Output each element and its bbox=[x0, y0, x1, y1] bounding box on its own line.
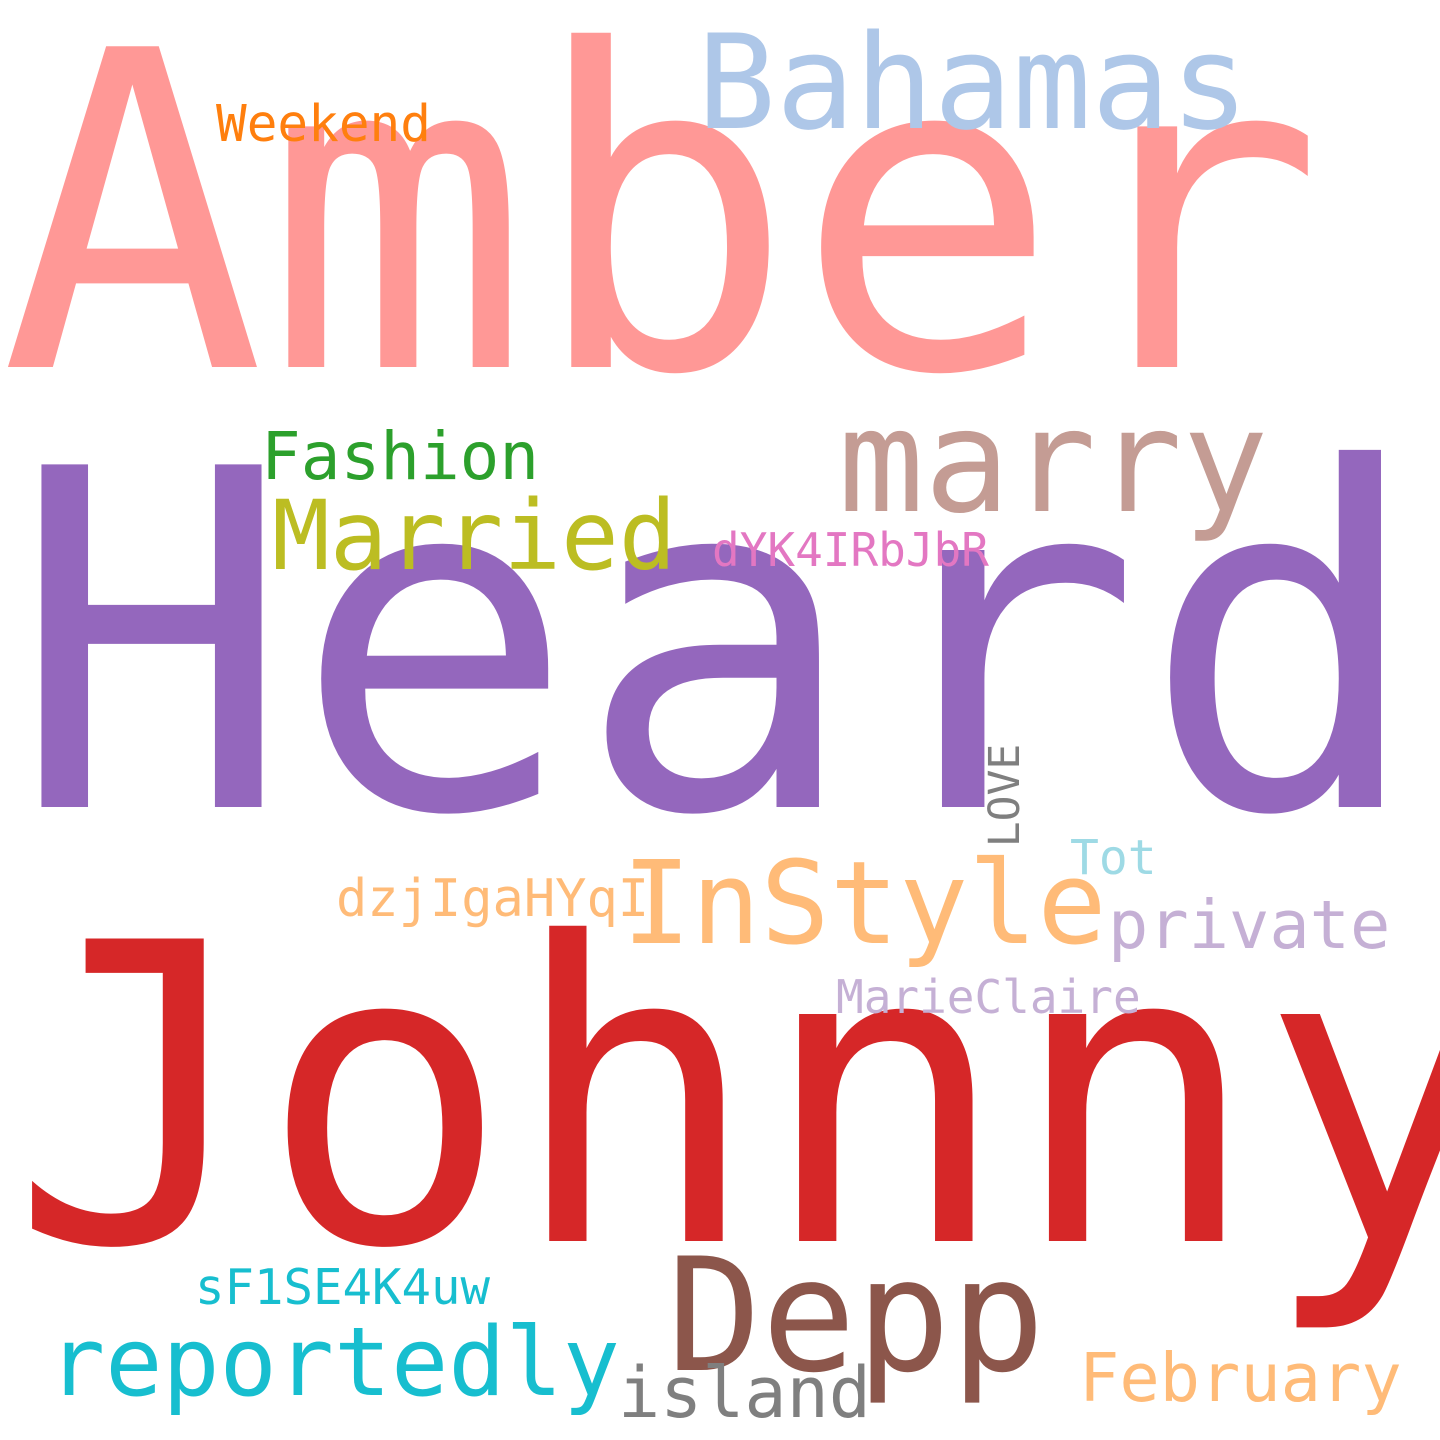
word-depp: Depp bbox=[667, 1225, 1046, 1408]
word-fashion: Fashion bbox=[261, 418, 540, 495]
word-love: LOVE bbox=[980, 743, 1030, 848]
word-bahamas: Bahamas bbox=[697, 6, 1250, 159]
word-private: private bbox=[1108, 886, 1391, 964]
word-dyk4irbjbr: dYK4IRbJbR bbox=[712, 523, 989, 577]
word-tot: Tot bbox=[1070, 830, 1157, 886]
word-married: Married bbox=[272, 480, 677, 592]
word-instyle: InStyle bbox=[622, 837, 1107, 971]
word-reportedly: reportedly bbox=[48, 1308, 620, 1418]
word-marry: marry bbox=[838, 378, 1269, 545]
word-heard: Heard bbox=[10, 371, 1425, 918]
word-sf1se4k4uw: sF1SE4K4uw bbox=[195, 1259, 491, 1316]
word-marieclaire: MarieClaire bbox=[836, 970, 1141, 1024]
word-johnny: Johnny bbox=[10, 856, 1440, 1339]
word-february: February bbox=[1079, 1339, 1402, 1417]
word-weekend: Weekend bbox=[216, 95, 431, 154]
word-dzjigahyqi: dzjIgaHYqI bbox=[336, 869, 650, 929]
word-amber: Amber bbox=[0, 0, 1325, 471]
word-island: island bbox=[618, 1352, 871, 1434]
